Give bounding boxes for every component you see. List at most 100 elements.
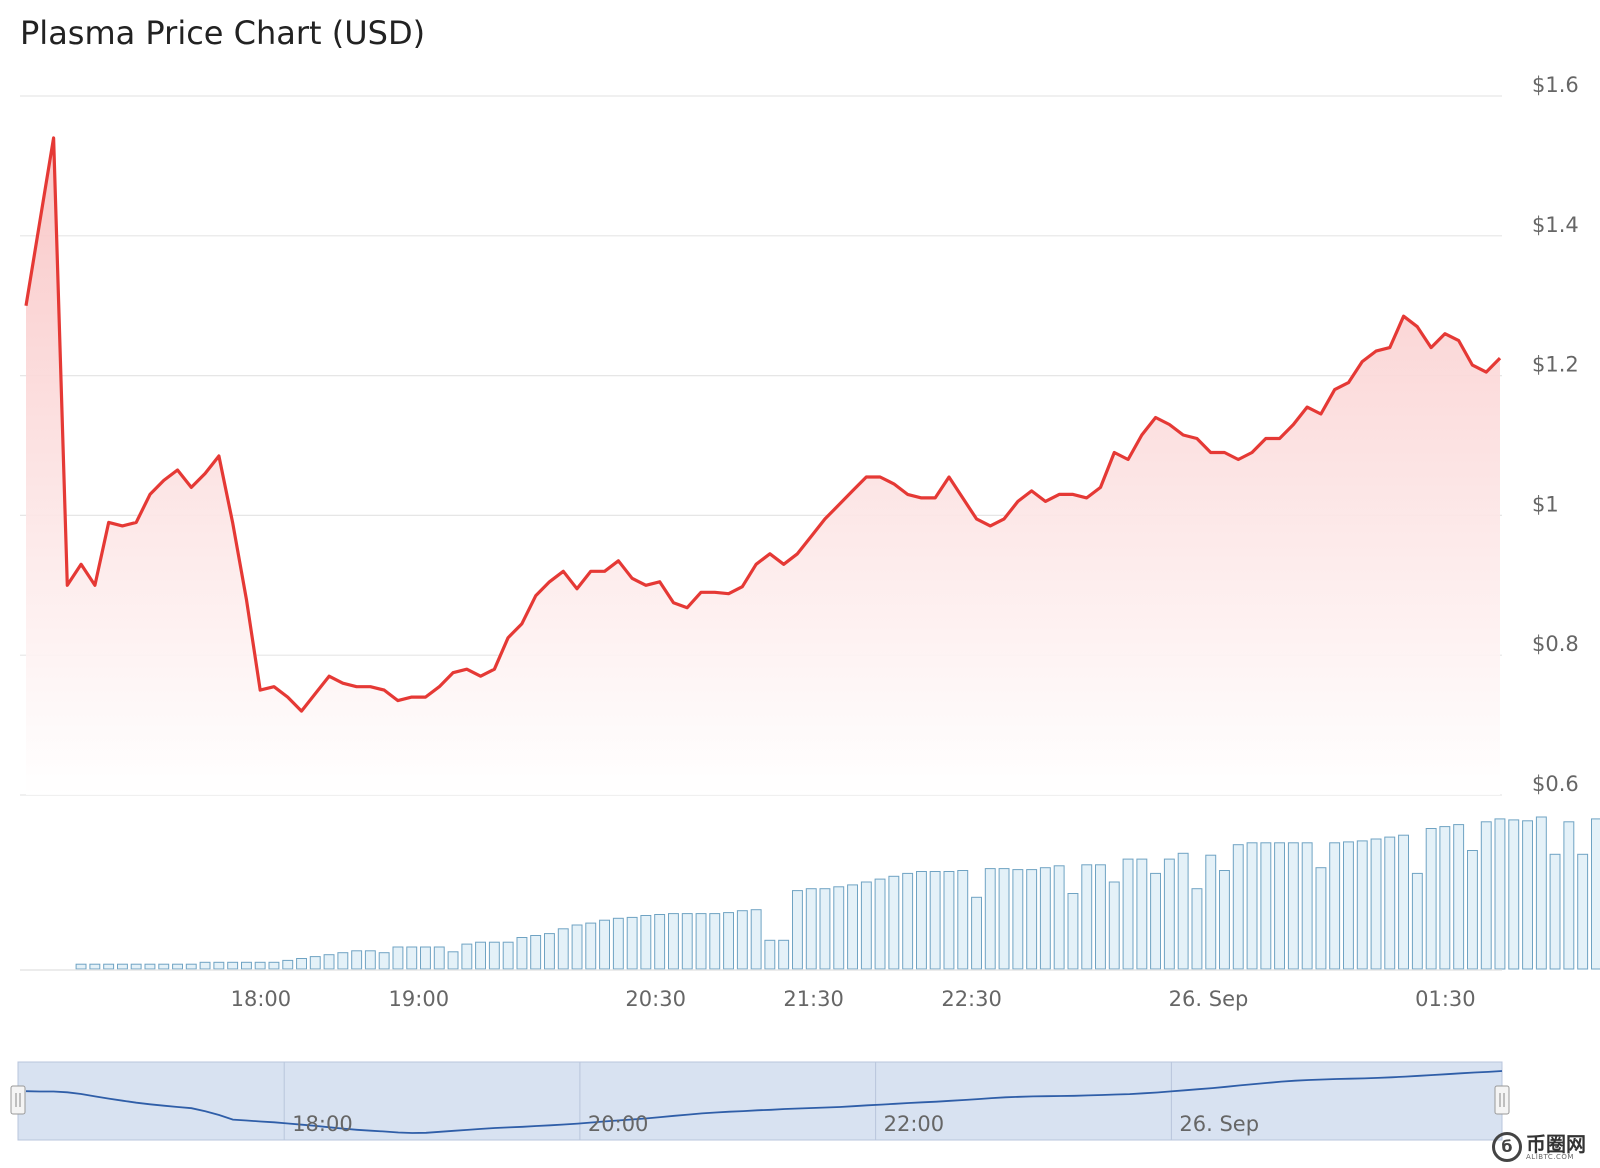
- volume-bar: [1012, 869, 1024, 970]
- volume-bar: [654, 914, 666, 970]
- volume-bar: [916, 871, 927, 970]
- volume-bar: [943, 871, 955, 970]
- volume-bar: [296, 958, 308, 970]
- volume-bar: [847, 884, 858, 970]
- navigator-right-handle[interactable]: [1494, 1085, 1510, 1115]
- volume-bar: [1136, 858, 1148, 970]
- volume-bar: [323, 954, 335, 970]
- volume-bar: [709, 913, 721, 970]
- volume-bar: [833, 886, 845, 970]
- volume-bar: [819, 888, 831, 970]
- volume-bar: [1411, 872, 1423, 970]
- volume-bar: [309, 956, 321, 970]
- volume-bar: [1453, 824, 1465, 970]
- price-line: [24, 136, 1502, 713]
- volume-bar: [874, 878, 886, 970]
- volume-bar: [516, 937, 528, 970]
- volume-bar: [1494, 818, 1506, 970]
- navigator-selection[interactable]: [17, 1061, 1503, 1141]
- volume-bar: [1205, 854, 1217, 970]
- volume-bar: [888, 875, 900, 970]
- chart-title: Plasma Price Chart (USD): [20, 14, 426, 52]
- volume-bar: [1067, 893, 1079, 970]
- volume-bar: [378, 952, 390, 970]
- volume-bar: [89, 963, 101, 970]
- x-tick-label: 19:00: [389, 987, 450, 1011]
- volume-bar: [337, 952, 349, 970]
- volume-bar: [1122, 858, 1134, 970]
- range-navigator[interactable]: 18:00 20:00 22:00 26. Sep: [10, 1061, 1510, 1141]
- volume-bar: [984, 868, 996, 970]
- x-tick-label: 21:30: [783, 987, 844, 1011]
- x-tick-label: 01:30: [1415, 987, 1476, 1011]
- y-tick-label: $1.6: [1532, 73, 1579, 97]
- volume-bar: [1081, 864, 1093, 970]
- y-tick-label: $1: [1532, 492, 1559, 516]
- site-watermark: б 币圈网 ALIBTC.COM: [1492, 1132, 1586, 1162]
- navigator-left-handle[interactable]: [10, 1085, 26, 1115]
- volume-bar: [447, 951, 459, 970]
- volume-bar: [640, 915, 652, 970]
- x-tick-label: 26. Sep: [1169, 987, 1249, 1011]
- navigator-label: 22:00: [884, 1112, 945, 1136]
- volume-bar: [461, 943, 473, 970]
- volume-bar: [75, 963, 87, 970]
- volume-bar: [433, 946, 445, 970]
- volume-bar: [1591, 818, 1600, 970]
- volume-bar: [392, 946, 404, 970]
- volume-bar: [282, 959, 294, 970]
- volume-bar: [1053, 865, 1065, 970]
- volume-bar: [1246, 842, 1258, 970]
- navigator-line: [25, 1070, 1503, 1134]
- volume-bar: [1039, 867, 1051, 970]
- volume-bar: [268, 961, 280, 970]
- price-area: [26, 137, 1500, 795]
- volume-bar: [1384, 836, 1396, 970]
- volume-bars: [75, 816, 1600, 970]
- volume-bar: [929, 871, 941, 970]
- volume-bar: [502, 941, 514, 970]
- volume-bar: [1026, 869, 1038, 970]
- volume-bar: [612, 917, 624, 970]
- volume-bar: [1095, 864, 1106, 970]
- volume-bar: [1535, 816, 1547, 970]
- volume-bar: [998, 868, 1010, 970]
- volume-bar: [351, 950, 363, 970]
- volume-bar: [585, 922, 597, 970]
- volume-bar: [902, 872, 914, 970]
- volume-bar: [213, 961, 225, 970]
- y-tick-label: $1.2: [1532, 353, 1579, 377]
- volume-bar: [1439, 826, 1451, 970]
- x-tick-label: 22:30: [941, 987, 1002, 1011]
- volume-bar: [199, 961, 211, 970]
- volume-bar: [557, 928, 569, 970]
- volume-bar: [1329, 842, 1341, 970]
- volume-bar: [778, 939, 790, 970]
- y-axis-ticks: $1.6 $1.4 $1.2 $1 $0.8 $0.6: [1532, 73, 1579, 796]
- x-axis-ticks: 18:00 19:00 20:30 21:30 22:30 26. Sep 01:30: [231, 987, 1476, 1011]
- volume-bar: [571, 924, 583, 970]
- y-tick-label: $1.4: [1532, 213, 1579, 237]
- volume-bar: [1563, 821, 1575, 970]
- watermark-name: 币圈网: [1526, 1131, 1586, 1156]
- volume-bar: [764, 939, 776, 970]
- volume-bar: [1163, 858, 1175, 970]
- volume-bar: [805, 888, 817, 970]
- volume-bar: [420, 946, 431, 970]
- volume-bar: [860, 881, 872, 970]
- volume-bar: [117, 963, 128, 970]
- volume-bar: [723, 912, 734, 970]
- volume-bar: [1480, 821, 1492, 970]
- volume-bar: [1343, 841, 1354, 970]
- volume-bar: [626, 916, 638, 970]
- volume-bar: [1287, 842, 1299, 970]
- volume-bar: [1315, 867, 1327, 970]
- navigator-grid: [283, 1062, 1172, 1140]
- volume-bar: [144, 963, 156, 970]
- volume-bar: [544, 933, 555, 970]
- volume-bar: [1522, 820, 1533, 970]
- volume-bar: [488, 941, 500, 970]
- x-tick-label: 18:00: [231, 987, 292, 1011]
- volume-bar: [158, 963, 170, 970]
